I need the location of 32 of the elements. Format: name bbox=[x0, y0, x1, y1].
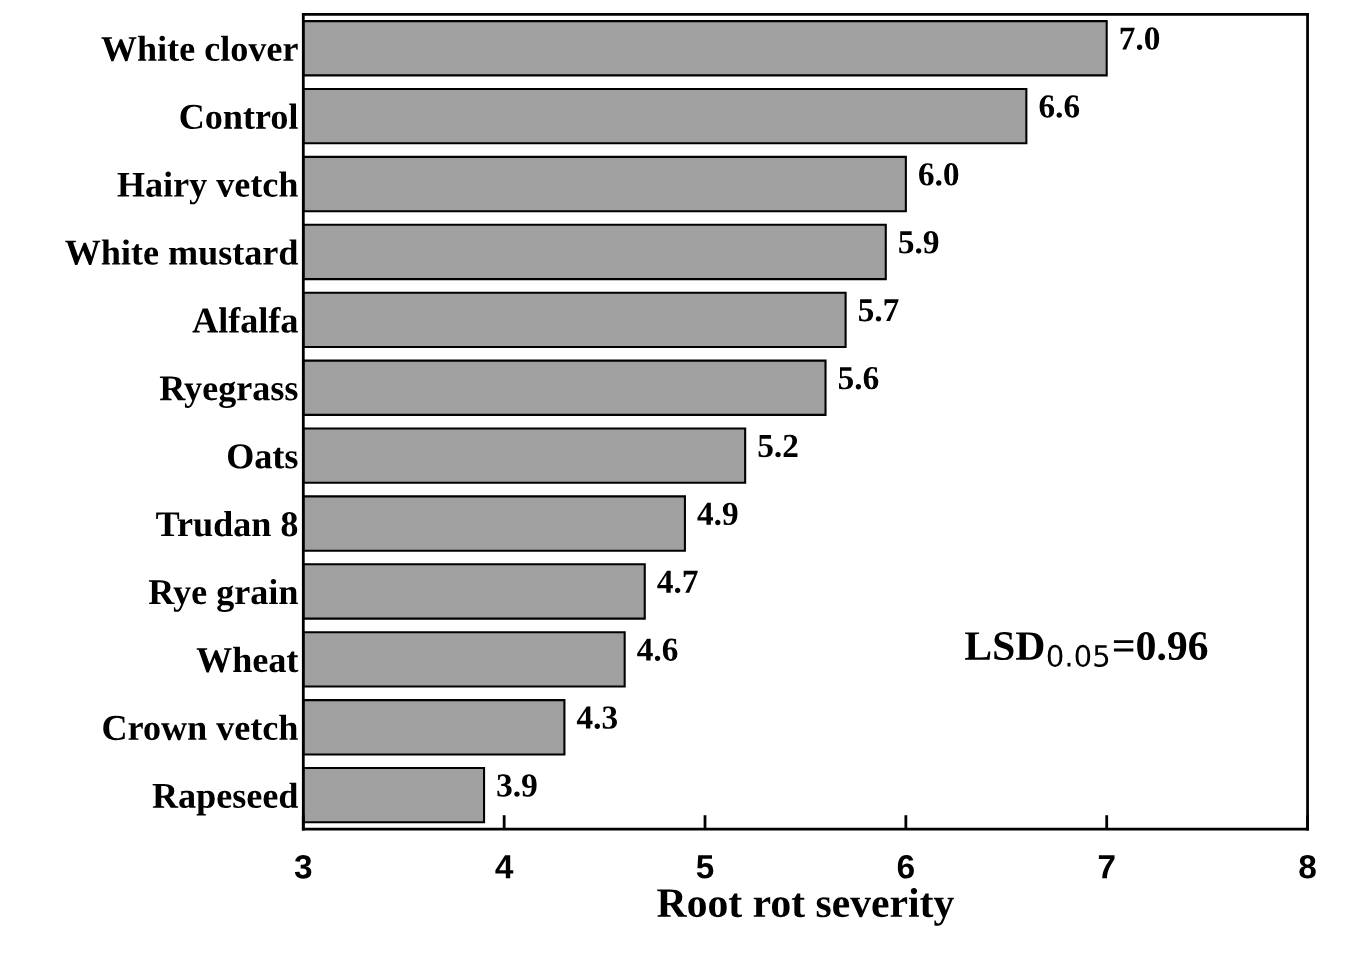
y-tick-label: Hairy vetch bbox=[117, 171, 298, 205]
data-label: 7.0 bbox=[1120, 27, 1160, 50]
x-tick-label: 7 bbox=[1098, 855, 1115, 879]
data-label: 5.6 bbox=[838, 366, 879, 390]
data-label: 5.7 bbox=[858, 299, 899, 322]
x-tick-label: 8 bbox=[1299, 854, 1316, 879]
data-label: 6.6 bbox=[1039, 95, 1080, 118]
data-label: 3.9 bbox=[497, 774, 537, 797]
y-tick-label: Alfalfa bbox=[192, 306, 298, 333]
data-label: 4.9 bbox=[697, 502, 738, 526]
y-tick-label: Trudan 8 bbox=[156, 511, 298, 537]
x-tick-label: 5 bbox=[696, 855, 714, 879]
annotation: LSD$_{0.05}$=0.96 bbox=[965, 631, 1208, 667]
data-label: 6.0 bbox=[919, 163, 959, 186]
data-label: 4.3 bbox=[576, 706, 617, 729]
x-tick-label: 6 bbox=[897, 854, 914, 879]
data-label: 5.2 bbox=[758, 434, 798, 458]
y-tick-label: Rye grain bbox=[148, 578, 298, 612]
data-label: 4.7 bbox=[657, 570, 698, 594]
x-axis-title: Root rot severity bbox=[657, 887, 954, 926]
x-tick-label: 3 bbox=[294, 854, 312, 879]
y-tick-label: Ryegrass bbox=[159, 376, 298, 409]
y-tick-label: Control bbox=[180, 103, 298, 130]
y-tick-label: White mustard bbox=[65, 239, 299, 266]
y-tick-label: Oats bbox=[227, 444, 298, 469]
y-tick-label: Wheat bbox=[196, 646, 299, 673]
y-tick-label: Crown vetch bbox=[103, 714, 298, 741]
y-tick-label: White clover bbox=[101, 35, 298, 62]
data-label: 4.6 bbox=[637, 638, 678, 662]
x-tick-label: 4 bbox=[495, 855, 514, 879]
y-tick-label: Rapeseed bbox=[152, 782, 299, 816]
data-label: 5.9 bbox=[899, 231, 939, 254]
